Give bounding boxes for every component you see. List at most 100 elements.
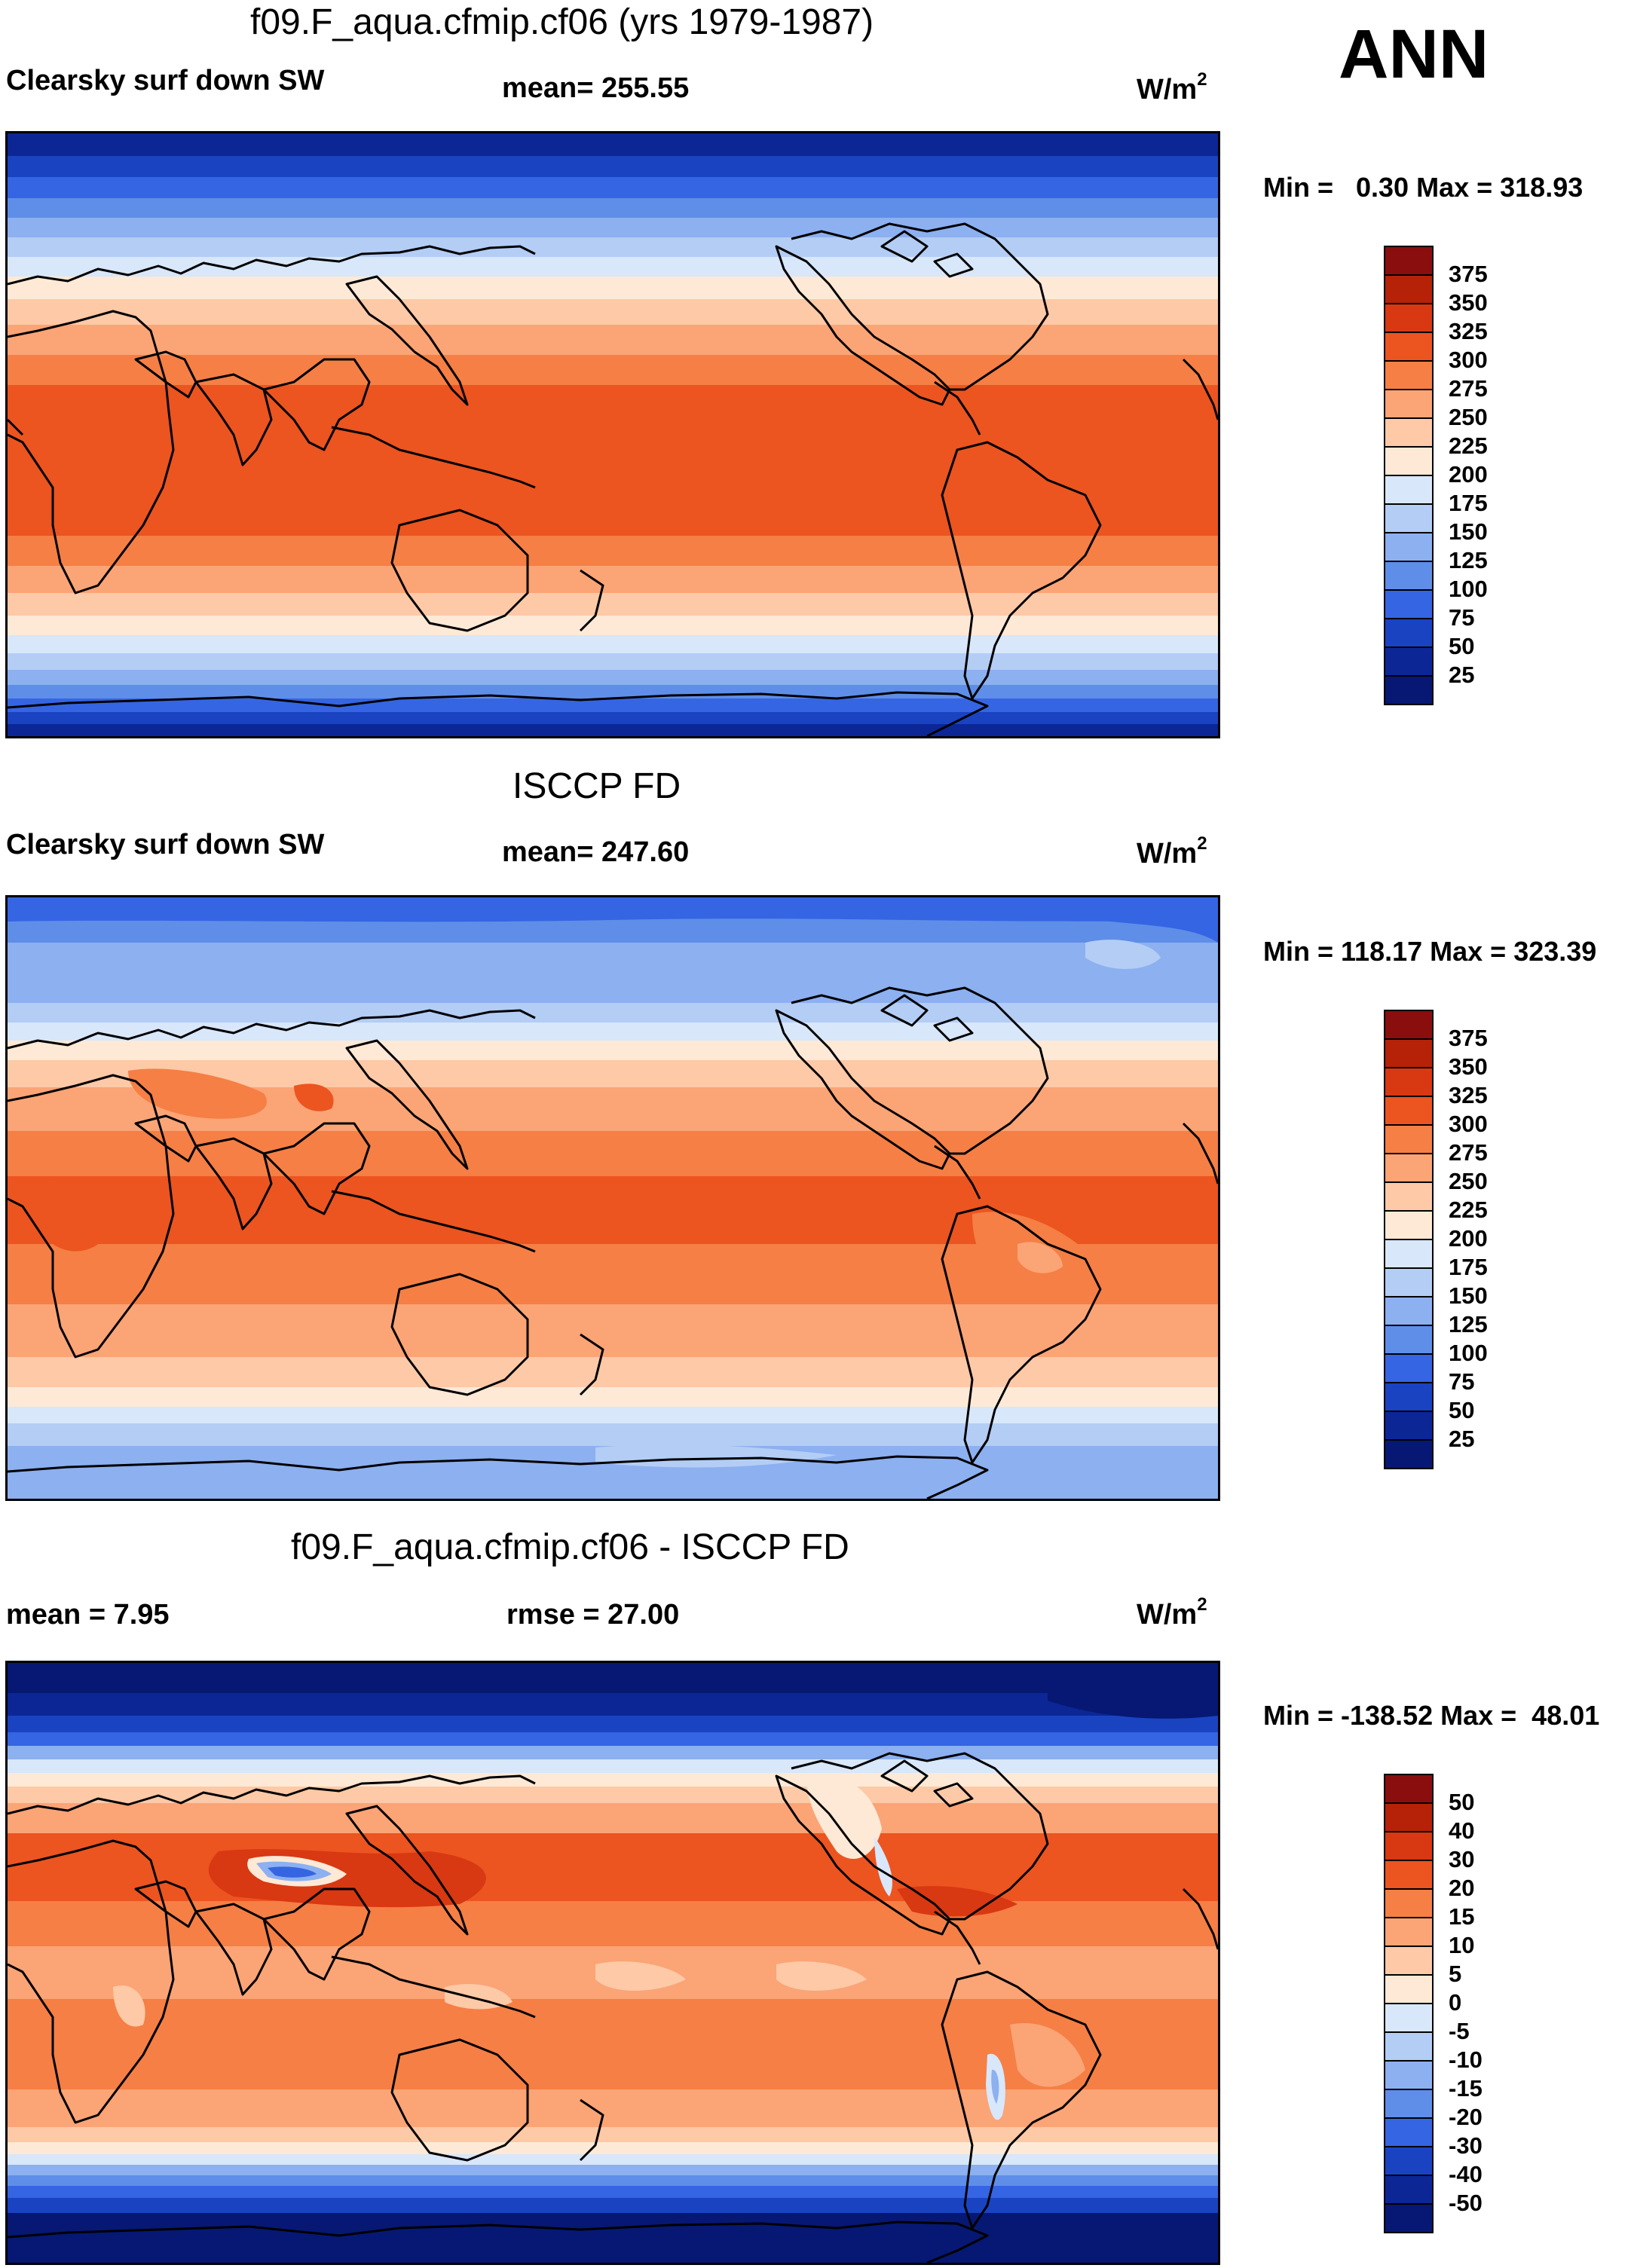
colorbar-swatch — [1384, 1124, 1434, 1154]
colorbar-swatch — [1384, 1267, 1434, 1298]
colorbar-label: 225 — [1449, 1197, 1488, 1223]
colorbar-label: 75 — [1449, 604, 1475, 631]
colorbar-label: 30 — [1449, 1846, 1475, 1872]
colorbar-label: 10 — [1449, 1932, 1475, 1958]
model-field — [8, 133, 1218, 736]
colorbar-label: 350 — [1449, 1053, 1488, 1080]
season-label: ANN — [1339, 16, 1489, 93]
colorbar-label: 325 — [1449, 1082, 1488, 1108]
panel-obs-title: ISCCP FD — [513, 766, 681, 806]
colorbar-swatch — [1384, 389, 1434, 419]
panel-model-title: f09.F_aqua.cfmip.cf06 (yrs 1979-1987) — [250, 2, 874, 42]
colorbar-swatch — [1384, 1382, 1434, 1412]
colorbar-label: 150 — [1449, 1282, 1488, 1309]
colorbar-swatch — [1384, 1974, 1434, 2004]
panel-model-map-svg — [8, 133, 1218, 736]
colorbar-label: 275 — [1449, 1139, 1488, 1166]
coastlines — [8, 222, 1218, 736]
colorbar-label: 150 — [1449, 518, 1488, 545]
panel-diff-mean: mean = 7.95 — [6, 1599, 170, 1631]
colorbar-label: -20 — [1449, 2104, 1483, 2130]
colorbar-swatch — [1384, 503, 1434, 533]
panel-diff-colorbar: 50 40 30 20 15 10 5 0 -5 -10 -15 -20 -30… — [1384, 1774, 1535, 2256]
panel-model-map — [5, 131, 1220, 738]
colorbar-swatch — [1384, 2203, 1434, 2233]
colorbar-label: 0 — [1449, 1989, 1462, 2016]
colorbar-swatch — [1384, 475, 1434, 505]
colorbar-swatch — [1384, 2060, 1434, 2090]
colorbar-label: 175 — [1449, 1254, 1488, 1280]
colorbar-label: 200 — [1449, 461, 1488, 488]
colorbar-label: -40 — [1449, 2161, 1483, 2187]
panel-obs-colorbar: 375 350 325 300 275 250 225 200 175 150 … — [1384, 1010, 1535, 1492]
colorbar-label: 20 — [1449, 1875, 1475, 1901]
colorbar-label: 100 — [1449, 576, 1488, 602]
colorbar-swatch — [1384, 1038, 1434, 1068]
colorbar-swatch — [1384, 1439, 1434, 1469]
colorbar-label: 5 — [1449, 1961, 1462, 1987]
colorbar-swatch — [1384, 1831, 1434, 1861]
colorbar-swatch — [1384, 1153, 1434, 1183]
colorbar-swatch — [1384, 2117, 1434, 2147]
colorbar-swatch — [1384, 1860, 1434, 1890]
colorbar-label: 25 — [1449, 1426, 1475, 1452]
colorbar-swatch — [1384, 303, 1434, 333]
panel-diff-units: W/m2 — [1137, 1594, 1207, 1631]
colorbar-swatch — [1384, 1774, 1434, 1804]
colorbar-label: 50 — [1449, 1789, 1475, 1815]
colorbar-label: 225 — [1449, 433, 1488, 459]
colorbar-swatch — [1384, 1067, 1434, 1097]
colorbar-label: 100 — [1449, 1340, 1488, 1366]
colorbar-label: -30 — [1449, 2132, 1483, 2159]
colorbar-label: 375 — [1449, 1025, 1488, 1051]
colorbar-swatch — [1384, 1239, 1434, 1269]
colorbar-swatch — [1384, 1888, 1434, 1918]
panel-obs-variable: Clearsky surf down SW — [6, 829, 325, 860]
colorbar-swatch — [1384, 2031, 1434, 2062]
colorbar-label: 50 — [1449, 1397, 1475, 1423]
colorbar-swatch — [1384, 561, 1434, 591]
panel-obs-units: W/m2 — [1137, 833, 1207, 870]
colorbar-swatch — [1384, 1210, 1434, 1240]
panel-model-mean: mean= 255.55 — [502, 72, 690, 104]
colorbar-swatch — [1384, 646, 1434, 677]
colorbar-swatch — [1384, 1296, 1434, 1326]
panel-model-minmax: Min = 0.30 Max = 318.93 — [1263, 172, 1584, 203]
colorbar-label: -10 — [1449, 2046, 1483, 2073]
colorbar-swatch — [1384, 618, 1434, 648]
coastlines — [8, 1752, 1218, 2263]
colorbar-swatch — [1384, 1917, 1434, 1947]
colorbar-label: 350 — [1449, 289, 1488, 316]
colorbar-label: 250 — [1449, 1168, 1488, 1194]
colorbar-label: 175 — [1449, 490, 1488, 516]
colorbar-swatch — [1384, 1010, 1434, 1040]
colorbar-swatch — [1384, 1325, 1434, 1355]
colorbar-swatch — [1384, 589, 1434, 619]
colorbar-swatch — [1384, 446, 1434, 476]
panel-model-variable: Clearsky surf down SW — [6, 65, 325, 96]
panel-diff-title: f09.F_aqua.cfmip.cf06 - ISCCP FD — [291, 1527, 849, 1567]
panel-diff-map — [5, 1661, 1220, 2265]
colorbar-swatch — [1384, 1411, 1434, 1441]
colorbar-swatch — [1384, 1096, 1434, 1126]
panel-diff-rmse: rmse = 27.00 — [506, 1599, 680, 1631]
colorbar-label: 300 — [1449, 1111, 1488, 1137]
colorbar-swatch — [1384, 532, 1434, 562]
colorbar-label: 25 — [1449, 662, 1475, 688]
colorbar-swatch — [1384, 1946, 1434, 1976]
colorbar-label: 300 — [1449, 347, 1488, 373]
colorbar-label: 125 — [1449, 547, 1488, 573]
colorbar-label: 325 — [1449, 318, 1488, 344]
colorbar-swatch — [1384, 675, 1434, 705]
panel-model-units: W/m2 — [1137, 69, 1207, 105]
colorbar-label: -15 — [1449, 2075, 1483, 2101]
panel-obs-mean: mean= 247.60 — [502, 836, 690, 868]
colorbar-label: 50 — [1449, 633, 1475, 659]
colorbar-swatch — [1384, 2146, 1434, 2176]
colorbar-swatch — [1384, 274, 1434, 304]
colorbar-swatch — [1384, 417, 1434, 448]
colorbar-label: 40 — [1449, 1817, 1475, 1844]
colorbar-swatch — [1384, 360, 1434, 390]
colorbar-swatch — [1384, 2175, 1434, 2205]
colorbar-swatch — [1384, 1181, 1434, 1212]
